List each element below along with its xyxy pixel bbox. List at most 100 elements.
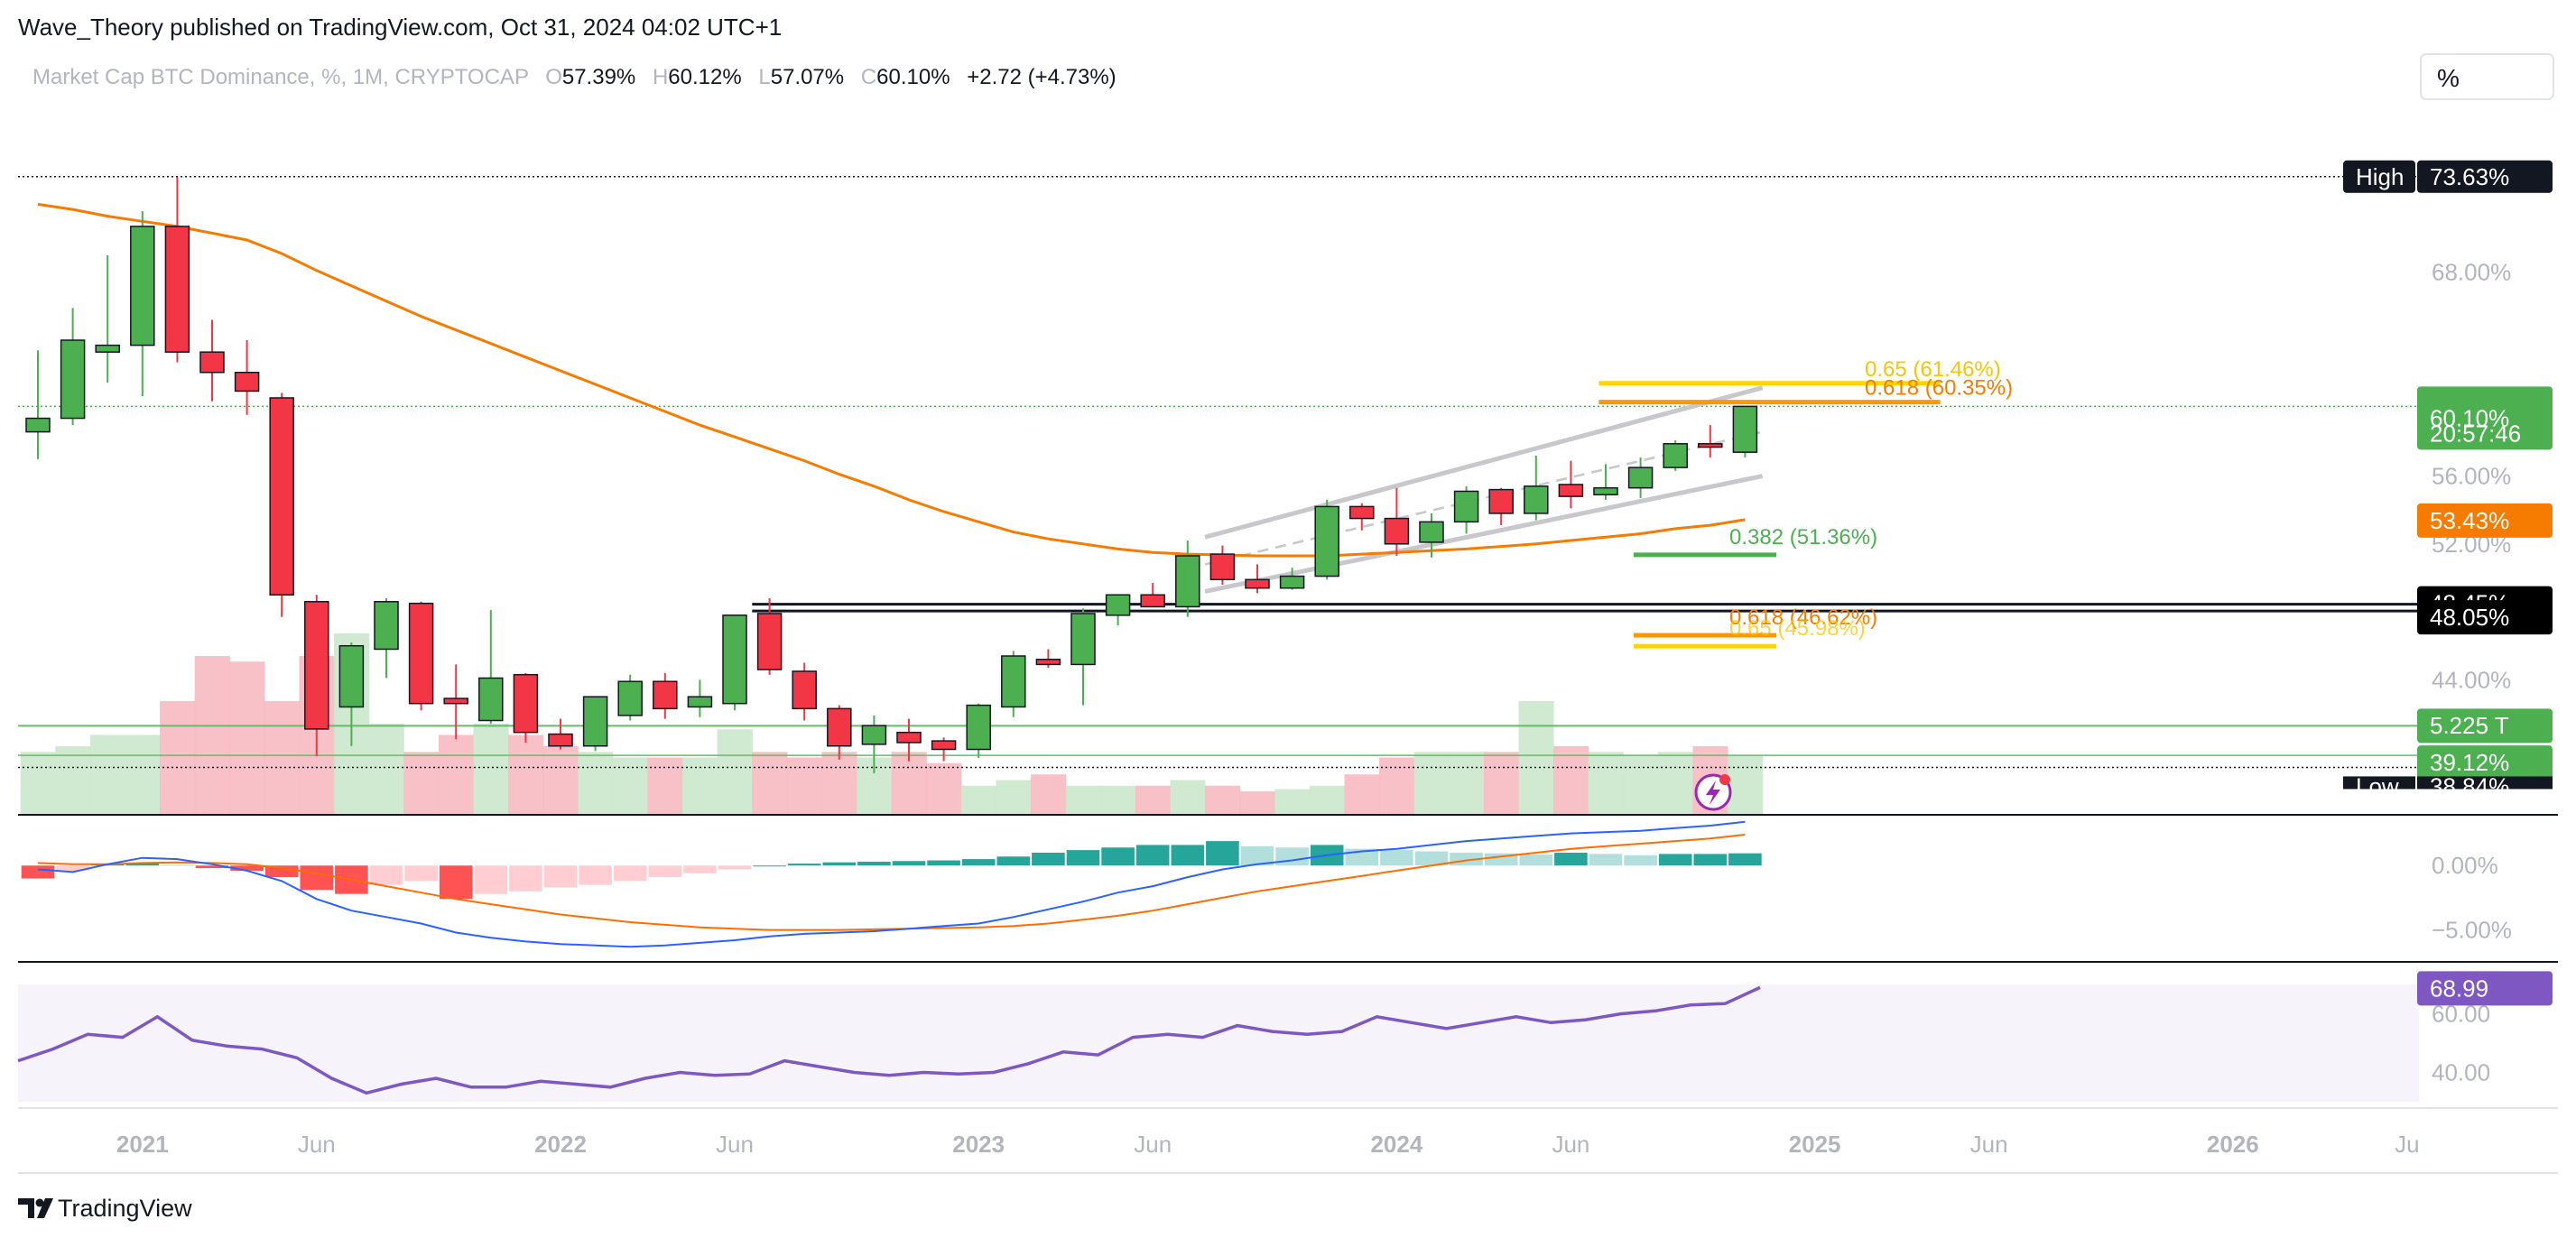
ema-price-label: 53.43%: [2417, 503, 2553, 538]
volume-bar: [403, 752, 440, 814]
volume-bar: [821, 752, 857, 814]
volume-bar: [1518, 701, 1554, 814]
support2-label-text: 39.12%: [2430, 749, 2509, 776]
macd-histogram-bar: [543, 865, 578, 888]
candle: [1453, 485, 1479, 534]
candle: [861, 715, 887, 773]
macd-histogram-bar: [961, 859, 996, 866]
y-tick-label: 56.00%: [2432, 463, 2511, 490]
macd-histogram-bar: [996, 856, 1031, 866]
candle-body: [1140, 594, 1165, 608]
rsi-layer: [17, 984, 2419, 1103]
tradingview-logo-icon: [18, 1198, 34, 1218]
support2-label: 39.12%: [2417, 745, 2553, 781]
candle-body: [1663, 443, 1688, 468]
open-value: 57.39%: [562, 65, 635, 89]
candle-body: [304, 601, 329, 730]
candle: [269, 393, 294, 617]
lightning-alert-icon[interactable]: [1694, 773, 1732, 811]
candle: [931, 737, 957, 762]
macd-histogram-bar: [1624, 855, 1657, 866]
candle-body: [1698, 443, 1723, 448]
candle: [792, 662, 817, 721]
volume-bar: [1065, 785, 1101, 814]
volume-label-text: 5.225 T: [2430, 712, 2509, 739]
candle: [1175, 540, 1200, 617]
fib-level-label: 0.65 (61.46%): [1865, 357, 2001, 382]
candle: [966, 703, 991, 758]
macd-histogram-bar: [1589, 854, 1623, 866]
fib-layer: 0.65 (61.46%)0.618 (60.35%) 0.382 (51.36%…: [1598, 357, 2013, 649]
close-label: C: [861, 65, 876, 89]
volume-bar: [1309, 785, 1345, 814]
x-tick-label: Jun: [716, 1131, 754, 1158]
candle: [1384, 487, 1410, 556]
macd-histogram-bar: [1206, 841, 1239, 866]
low-label: L: [758, 65, 770, 89]
macd-histogram-bar: [509, 865, 542, 892]
channel-upper-line: [1204, 385, 1764, 540]
candle-body: [1558, 484, 1584, 497]
macd-histogram-bar: [822, 862, 857, 866]
candle-body: [1384, 517, 1410, 545]
macd-line: [37, 820, 1746, 948]
macd-histogram-bar: [369, 865, 403, 885]
candle-body: [374, 601, 399, 651]
macd-histogram-bar: [1414, 851, 1449, 866]
macd-histogram-bar: [753, 865, 786, 867]
tradingview-logo-text[interactable]: TradingView: [58, 1195, 192, 1222]
resistance-lower-label-text: 48.05%: [2430, 604, 2509, 631]
macd-histogram-bar: [439, 865, 473, 900]
volume-bar: [229, 661, 265, 814]
tradingview-logo[interactable]: TradingView: [18, 1195, 192, 1222]
candle-body: [966, 704, 991, 751]
candle: [478, 610, 504, 725]
volume-bar: [1274, 789, 1311, 814]
fib-level-label: 0.618 (60.35%): [1865, 376, 2013, 401]
fib-level-label: 0.618 (46.62%): [1729, 605, 1877, 630]
ema-price-label-text: 53.43%: [2430, 507, 2509, 534]
scale-mode-button-frame[interactable]: [2420, 53, 2554, 100]
candle-body: [896, 731, 922, 744]
candle: [60, 308, 86, 426]
scale-mode-button[interactable]: %: [2420, 53, 2554, 100]
macd-histogram-bar: [1728, 853, 1762, 866]
candle-body: [478, 677, 504, 722]
high-tag-bg: [2343, 160, 2415, 193]
candle-body: [269, 397, 294, 596]
candle: [1314, 499, 1339, 580]
macd-histogram-bar: [474, 865, 508, 894]
high-value: 60.12%: [668, 65, 741, 89]
volume-bar: [1483, 752, 1519, 814]
volume-label: 5.225 T: [2417, 709, 2553, 743]
volume-bar: [438, 734, 474, 814]
fib-level-label: 0.65 (45.98%): [1729, 616, 1866, 641]
x-tick-label: 2024: [1370, 1131, 1422, 1158]
macd-histogram-bar: [125, 863, 160, 866]
macd-histogram-bar: [1135, 845, 1170, 866]
volume-bar: [1205, 785, 1241, 814]
x-tick-label: 2025: [1789, 1131, 1841, 1158]
close-value: 60.10%: [876, 65, 950, 89]
volume-bar: [578, 752, 614, 814]
macd-histogram-bar: [1554, 852, 1588, 866]
candle: [1593, 464, 1618, 500]
candle: [1070, 608, 1096, 706]
price-labels-layer: High73.63%60.10%20:57:4653.43%48.45%48.0…: [18, 160, 2563, 1006]
volume-bar: [1623, 755, 1659, 814]
volume-bar: [1657, 752, 1693, 814]
volume-bar: [1379, 757, 1415, 814]
candle-body: [687, 696, 713, 708]
scale-mode-label[interactable]: %: [2437, 64, 2460, 92]
resistance-lower-label: 48.05%: [2417, 600, 2553, 635]
candle-body: [25, 417, 51, 433]
candle: [95, 254, 120, 383]
candle-body: [582, 696, 608, 747]
candle-body: [1314, 505, 1339, 577]
macd-histogram-bar: [718, 865, 752, 870]
macd-histogram-bar: [1066, 850, 1100, 866]
volume-bar: [682, 757, 718, 814]
channel-layer: [1204, 385, 1764, 594]
candle: [1524, 455, 1549, 521]
levels-layer: [18, 176, 2419, 769]
